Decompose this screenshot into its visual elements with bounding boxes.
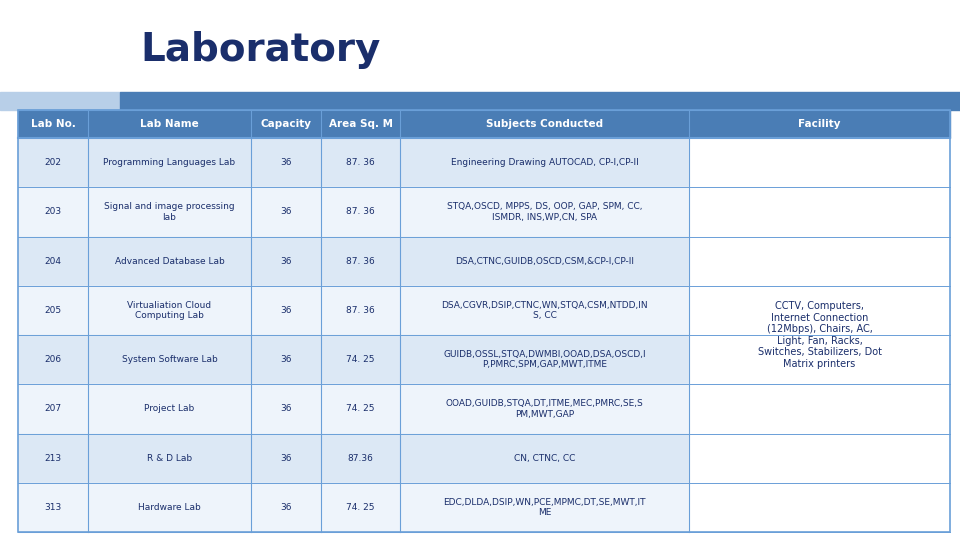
Bar — [120, 92, 960, 110]
Bar — [689, 110, 950, 138]
Text: Lab No.: Lab No. — [31, 119, 76, 129]
Text: 36: 36 — [280, 404, 292, 414]
Text: 203: 203 — [44, 207, 61, 217]
Bar — [321, 187, 400, 237]
Bar — [18, 335, 88, 384]
Text: 204: 204 — [44, 256, 61, 266]
Text: Virtualiation Cloud
Computing Lab: Virtualiation Cloud Computing Lab — [128, 301, 211, 320]
Bar — [321, 138, 400, 187]
Text: Programming Languages Lab: Programming Languages Lab — [104, 158, 235, 167]
Bar — [321, 483, 400, 532]
Bar — [251, 483, 321, 532]
Text: EDC,DLDA,DSIP,WN,PCE,MPMC,DT,SE,MWT,IT
ME: EDC,DLDA,DSIP,WN,PCE,MPMC,DT,SE,MWT,IT M… — [444, 498, 646, 517]
Text: 36: 36 — [280, 355, 292, 364]
Bar — [88, 110, 251, 138]
Text: 205: 205 — [44, 306, 61, 315]
Text: 206: 206 — [44, 355, 61, 364]
Bar — [400, 483, 689, 532]
Bar — [18, 110, 950, 532]
Bar — [88, 434, 251, 483]
Text: 313: 313 — [44, 503, 61, 512]
Text: 36: 36 — [280, 207, 292, 217]
Text: CCTV, Computers,
Internet Connection
(12Mbps), Chairs, AC,
Light, Fan, Racks,
Sw: CCTV, Computers, Internet Connection (12… — [757, 301, 881, 369]
Text: Engineering Drawing AUTOCAD, CP-I,CP-II: Engineering Drawing AUTOCAD, CP-I,CP-II — [450, 158, 638, 167]
Text: 74. 25: 74. 25 — [347, 355, 374, 364]
Bar — [689, 138, 950, 532]
Bar — [18, 483, 88, 532]
Bar — [251, 434, 321, 483]
Text: 36: 36 — [280, 454, 292, 463]
Text: Advanced Database Lab: Advanced Database Lab — [114, 256, 225, 266]
Text: 36: 36 — [280, 503, 292, 512]
Bar — [251, 384, 321, 434]
Bar — [321, 237, 400, 286]
Text: 87. 36: 87. 36 — [347, 207, 375, 217]
Bar — [400, 384, 689, 434]
Text: Laboratory: Laboratory — [140, 31, 380, 69]
Bar — [88, 138, 251, 187]
Bar — [18, 286, 88, 335]
Text: 74. 25: 74. 25 — [347, 404, 374, 414]
Text: 207: 207 — [44, 404, 61, 414]
Bar — [0, 92, 120, 110]
Text: Capacity: Capacity — [260, 119, 311, 129]
Bar — [18, 384, 88, 434]
Text: Signal and image processing
lab: Signal and image processing lab — [104, 202, 235, 221]
Text: DSA,CGVR,DSIP,CTNC,WN,STQA,CSM,NTDD,IN
S, CC: DSA,CGVR,DSIP,CTNC,WN,STQA,CSM,NTDD,IN S… — [442, 301, 648, 320]
Bar — [18, 237, 88, 286]
Bar — [400, 187, 689, 237]
Bar — [251, 335, 321, 384]
Bar — [321, 384, 400, 434]
Text: 36: 36 — [280, 256, 292, 266]
Text: 202: 202 — [44, 158, 61, 167]
Bar — [251, 286, 321, 335]
Bar — [400, 110, 689, 138]
Bar — [18, 110, 88, 138]
Bar — [88, 483, 251, 532]
Bar — [18, 434, 88, 483]
Bar — [400, 138, 689, 187]
Text: Area Sq. M: Area Sq. M — [328, 119, 393, 129]
Bar — [88, 237, 251, 286]
Text: 87.36: 87.36 — [348, 454, 373, 463]
Text: Lab Name: Lab Name — [140, 119, 199, 129]
Bar — [18, 187, 88, 237]
Text: OOAD,GUIDB,STQA,DT,ITME,MEC,PMRC,SE,S
PM,MWT,GAP: OOAD,GUIDB,STQA,DT,ITME,MEC,PMRC,SE,S PM… — [445, 399, 643, 418]
Text: Subjects Conducted: Subjects Conducted — [486, 119, 603, 129]
Text: CN, CTNC, CC: CN, CTNC, CC — [514, 454, 575, 463]
Bar — [400, 335, 689, 384]
Text: 36: 36 — [280, 158, 292, 167]
Bar — [400, 237, 689, 286]
Text: 87. 36: 87. 36 — [347, 158, 375, 167]
Text: 213: 213 — [44, 454, 61, 463]
Bar — [321, 434, 400, 483]
Bar — [88, 384, 251, 434]
Bar — [251, 237, 321, 286]
Bar — [321, 286, 400, 335]
Bar — [88, 335, 251, 384]
Text: STQA,OSCD, MPPS, DS, OOP, GAP, SPM, CC,
ISMDR, INS,WP,CN, SPA: STQA,OSCD, MPPS, DS, OOP, GAP, SPM, CC, … — [446, 202, 642, 221]
Text: GUIDB,OSSL,STQA,DWMBI,OOAD,DSA,OSCD,I
P,PMRC,SPM,GAP,MWT,ITME: GUIDB,OSSL,STQA,DWMBI,OOAD,DSA,OSCD,I P,… — [444, 350, 646, 369]
Bar — [18, 138, 88, 187]
Bar — [88, 187, 251, 237]
Bar — [321, 110, 400, 138]
Text: 87. 36: 87. 36 — [347, 306, 375, 315]
Text: 36: 36 — [280, 306, 292, 315]
Bar — [251, 138, 321, 187]
Text: R & D Lab: R & D Lab — [147, 454, 192, 463]
Bar — [251, 187, 321, 237]
Bar — [0, 0, 960, 110]
Bar — [321, 335, 400, 384]
Bar — [400, 434, 689, 483]
Bar — [400, 286, 689, 335]
Text: Facility: Facility — [799, 119, 841, 129]
Text: Hardware Lab: Hardware Lab — [138, 503, 201, 512]
Text: 74. 25: 74. 25 — [347, 503, 374, 512]
Bar — [88, 286, 251, 335]
Text: 87. 36: 87. 36 — [347, 256, 375, 266]
Bar — [251, 110, 321, 138]
Text: Project Lab: Project Lab — [144, 404, 195, 414]
Text: DSA,CTNC,GUIDB,OSCD,CSM,&CP-I,CP-II: DSA,CTNC,GUIDB,OSCD,CSM,&CP-I,CP-II — [455, 256, 635, 266]
Text: System Software Lab: System Software Lab — [122, 355, 217, 364]
